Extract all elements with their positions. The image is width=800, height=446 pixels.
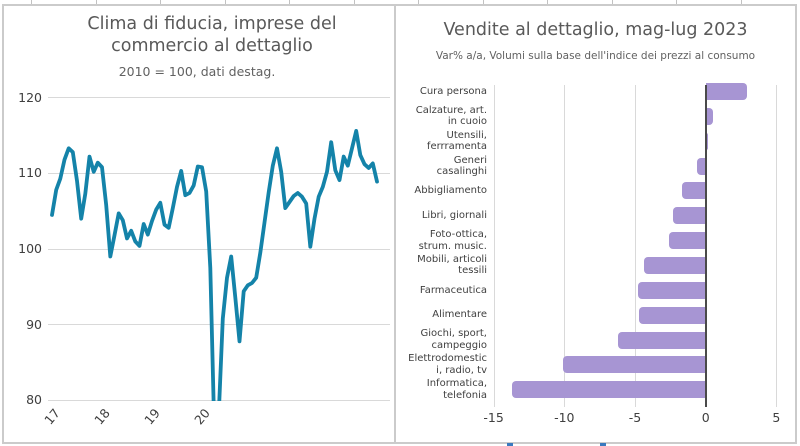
bar-8 <box>637 281 706 299</box>
category-label-6: Foto-ottica, strum. music. <box>418 229 487 252</box>
ruler-tick <box>160 0 161 4</box>
bar-x-tick-label-0: 0 <box>701 410 710 425</box>
y-gridline-90 <box>48 324 390 326</box>
ruler-tick <box>353 0 355 4</box>
category-label-9: Alimentare <box>432 309 487 321</box>
category-label-2: Utensili, ferrramenta <box>426 129 487 153</box>
bottom-handle-icon <box>600 443 606 446</box>
bar-chart-subtitle: Var% a/a, Volumi sulla base dell'indice … <box>435 50 756 62</box>
bottom-handle-icon <box>507 443 513 446</box>
ruler-tick <box>676 0 677 4</box>
line-chart-title: Clima di fiducia, imprese del commercio … <box>87 14 337 56</box>
bar-3 <box>697 157 706 175</box>
y-tick-label-80: 80 <box>26 392 42 408</box>
y-gridline-100 <box>48 248 390 250</box>
bar-10 <box>618 331 706 349</box>
ruler-tick <box>418 0 419 4</box>
line-chart-subtitle: 2010 = 100, dati destag. <box>118 64 276 79</box>
zero-axis-line <box>704 85 707 407</box>
bar-x-tick-label--5: -5 <box>628 410 642 425</box>
y-gridline-110 <box>48 172 390 174</box>
ruler-tick <box>289 0 290 4</box>
ruler-tick <box>224 0 226 4</box>
y-tick-label-120: 120 <box>18 89 42 105</box>
ruler-tick <box>547 0 548 4</box>
bar-x-tick-label-5: 5 <box>772 410 781 425</box>
category-label-0: Cura persona <box>419 85 487 97</box>
bar-x-tick-label--10: -10 <box>554 410 575 425</box>
bar-gridline--15 <box>493 85 495 407</box>
category-label-10: Giochi, sport, campeggio <box>420 328 487 351</box>
bar-gridline-5 <box>776 85 778 407</box>
bar-1 <box>705 107 713 125</box>
ruler-tick <box>611 0 613 4</box>
bar-0 <box>705 83 747 100</box>
bar-11 <box>562 356 706 374</box>
bar-2 <box>705 132 709 150</box>
category-label-12: Informatica, telefonia <box>426 378 487 401</box>
y-tick-label-110: 110 <box>18 165 42 181</box>
y-gridline-120 <box>48 97 390 99</box>
category-label-4: Abbigliamento <box>414 185 487 197</box>
ruler-tick <box>740 0 742 4</box>
bar-5 <box>673 207 706 225</box>
bar-12 <box>512 381 706 399</box>
bar-gridline--5 <box>635 85 636 407</box>
category-label-3: Generi casalinghi <box>436 154 487 178</box>
bar-x-tick-label--15: -15 <box>483 410 504 425</box>
ruler-tick <box>95 0 97 4</box>
bar-4 <box>681 182 706 200</box>
y-tick-label-100: 100 <box>18 241 42 256</box>
bar-chart-title: Vendite al dettaglio, mag-lug 2023 <box>443 20 748 40</box>
category-label-5: Libri, giornali <box>421 209 487 221</box>
category-label-7: Mobili, articoli tessili <box>417 253 487 277</box>
category-label-8: Farmaceutica <box>419 284 487 296</box>
panel-divider <box>394 4 396 444</box>
category-label-11: Elettrodomestic i, radio, tv <box>408 353 487 376</box>
category-label-1: Calzature, art. in cuoio <box>415 104 487 128</box>
confidence-line-series <box>50 129 379 401</box>
ruler-tick <box>482 0 484 4</box>
bar-gridline--10 <box>564 85 566 407</box>
bar-7 <box>643 257 706 274</box>
ruler-tick <box>31 0 32 4</box>
bar-6 <box>668 232 706 250</box>
bar-9 <box>639 306 706 324</box>
y-tick-label-90: 90 <box>26 316 42 332</box>
